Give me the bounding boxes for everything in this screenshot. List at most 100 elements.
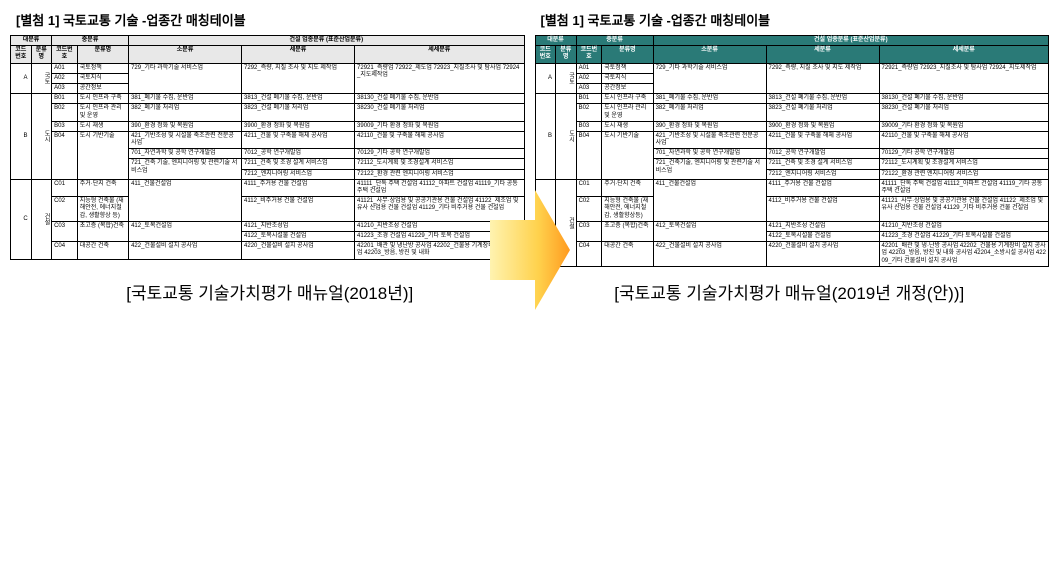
cell: A02 [576, 73, 602, 83]
cell: 도시 인프라 구축 [77, 94, 128, 104]
cell: 3813_건설 폐기물 수집, 운반업 [766, 94, 879, 104]
cell: C01 [52, 179, 78, 196]
cell: 7012_공학 연구개발업 [242, 149, 355, 159]
cell: 7212_엔지니어링 서비스업 [766, 169, 879, 179]
cell: 701_자연과학 및 공학 연구개발업 [129, 149, 242, 159]
cell: 3823_건설 폐기물 처리업 [242, 104, 355, 121]
cell: B01 [576, 94, 602, 104]
cell: B02 [576, 104, 602, 121]
cell: 412_토목건설업 [129, 221, 242, 241]
cell: 4112_비주거용 건물 건설업 [242, 197, 355, 222]
cell: 381_폐기물 수집, 운반업 [129, 94, 242, 104]
cell: 건설 [31, 179, 52, 259]
cell: 초고층 (복합)건축 [602, 221, 653, 241]
cell: 공간정보 [77, 83, 128, 93]
sh: 코드번호 [11, 46, 32, 63]
cell: C04 [52, 242, 78, 259]
cell: C03 [52, 221, 78, 241]
left-table: 대분류 중분류 건설 업종분류 (표준산업분류) 코드번호 분류명 코드번호 분… [10, 35, 525, 260]
cell: 국토지식 [77, 73, 128, 83]
cell: 421_기반조성 및 시설물 축조관련 전문공사업 [653, 131, 766, 148]
cell: 42110_건물 및 구축물 해체 공사업 [879, 131, 1048, 148]
cell: B04 [576, 131, 602, 179]
sh: 코드번호 [52, 46, 78, 63]
cell: 4220_건물설비 설치 공사업 [766, 242, 879, 267]
cell: B03 [52, 121, 78, 131]
cell: C04 [576, 242, 602, 267]
cell: 41223_조경 건설업 41229_기타 토목시설물 건설업 [879, 231, 1048, 241]
cell: A01 [576, 63, 602, 73]
cell: 39009_기타 환경 정화 및 복원업 [355, 121, 524, 131]
cell: 도시 인프라 관리 및 운영 [77, 104, 128, 121]
cell: 72122_환경 관련 엔지니어링 서비스업 [355, 169, 524, 179]
cell: 7292_측량, 지질 조사 및 지도 제작업 [766, 63, 879, 94]
cell: C01 [576, 179, 602, 196]
cell: 411_건물건설업 [129, 179, 242, 221]
cell: 41111_단독 주택 건설업 41112_아파트 건설업 41119_기타 공… [879, 179, 1048, 196]
cell: 411_건물건설업 [653, 179, 766, 221]
cell: 대공간 건축 [77, 242, 128, 259]
cell: B [535, 94, 556, 180]
cell: 3813_건설 폐기물 수집, 운반업 [242, 94, 355, 104]
sh: 분류명 [556, 46, 577, 63]
cell: 도시 인프라 구축 [602, 94, 653, 104]
cell: 7212_엔지니어링 서비스업 [242, 169, 355, 179]
cell: 4111_주거용 건물 건설업 [766, 179, 879, 196]
cell: 도시 기반기술 [77, 131, 128, 179]
cell: 729_기타 과학기술 서비스업 [653, 63, 766, 94]
cell: 41210_지반조성 건설업 [879, 221, 1048, 231]
cell: 7211_건축 및 조경 설계 서비스업 [766, 159, 879, 169]
transition-arrow-icon [490, 190, 570, 310]
cell: 72122_환경 관련 엔지니어링 서비스업 [879, 169, 1048, 179]
cell: 382_폐기물 처리업 [653, 104, 766, 121]
cell: 70129_기타 공학 연구개발업 [879, 149, 1048, 159]
cell: C02 [576, 197, 602, 222]
cell: C03 [576, 221, 602, 241]
cell: 국토정책 [77, 63, 128, 73]
cell: A02 [52, 73, 78, 83]
cell: 421_기반조성 및 시설물 축조관련 전문공사업 [129, 131, 242, 148]
cell: 72112_도시계획 및 조경설계 서비스업 [879, 159, 1048, 169]
hdr: 건설 업종분류 (표준산업분류) [653, 36, 1048, 46]
cell: 4122_토목시설물 건설업 [242, 231, 355, 241]
sh: 소분류 [129, 46, 242, 63]
cell: A [535, 63, 556, 94]
sh: 소분류 [653, 46, 766, 63]
left-panel: [별첨 1] 국토교통 기술 -업종간 매칭테이블 대분류 중분류 건설 업종분… [10, 10, 525, 260]
cell: 4112_비주거용 건물 건설업 [766, 197, 879, 222]
sh: 세분류 [766, 46, 879, 63]
right-panel: [별첨 1] 국토교통 기술 -업종간 매칭테이블 대분류 중분류 건설 업종분… [535, 10, 1050, 267]
cell: 390_환경 정화 및 복원업 [653, 121, 766, 131]
cell: 72921_측량업 72923_지질조사 및 탐사업 72924_지도제작업 [879, 63, 1048, 94]
cell: B [11, 94, 32, 180]
cell: B04 [52, 131, 78, 179]
hdr: 대분류 [535, 36, 576, 46]
cell: 41121_사무·상업용 및 공공기관용 건물 건설업 41122_제조업 및 … [879, 197, 1048, 222]
cell: 4220_건물설비 설치 공사업 [242, 242, 355, 259]
cell: A03 [576, 83, 602, 93]
cell: 7211_건축 및 조경 설계 서비스업 [242, 159, 355, 169]
hdr: 중분류 [576, 36, 653, 46]
cell: 381_폐기물 수집, 운반업 [653, 94, 766, 104]
sh: 분류명 [602, 46, 653, 63]
cell: C02 [52, 197, 78, 222]
cell: 382_폐기물 처리업 [129, 104, 242, 121]
comparison-container: [별첨 1] 국토교통 기술 -업종간 매칭테이블 대분류 중분류 건설 업종분… [10, 10, 1049, 267]
cell: 4211_건물 및 구축물 해체 공사업 [766, 131, 879, 148]
cell: 422_건물설비 설치 공사업 [653, 242, 766, 267]
cell: 4111_주거용 건물 건설업 [242, 179, 355, 196]
cell: 7012_공학 연구개발업 [766, 149, 879, 159]
cell: 주거·단지 건축 [77, 179, 128, 196]
cell: 38230_건설 폐기물 처리업 [355, 104, 524, 121]
cell: 422_건물설비 설치 공사업 [129, 242, 242, 259]
cell: 721_건축기술, 엔지니어링 및 관련기술 서비스업 [653, 159, 766, 179]
cell: 4121_지반조성업 [242, 221, 355, 231]
cell: 3900_환경 정화 및 복원업 [242, 121, 355, 131]
cell: 701_자연과학 및 공학 연구개발업 [653, 149, 766, 159]
sh: 코드번호 [535, 46, 556, 63]
cell: 국토지식 [602, 73, 653, 83]
cell: 72112_도시계획 및 조경설계 서비스업 [355, 159, 524, 169]
sh: 세세분류 [355, 46, 524, 63]
cell: 3823_건설 폐기물 처리업 [766, 104, 879, 121]
cell: 42110_건물 및 구축물 해체 공사업 [355, 131, 524, 148]
